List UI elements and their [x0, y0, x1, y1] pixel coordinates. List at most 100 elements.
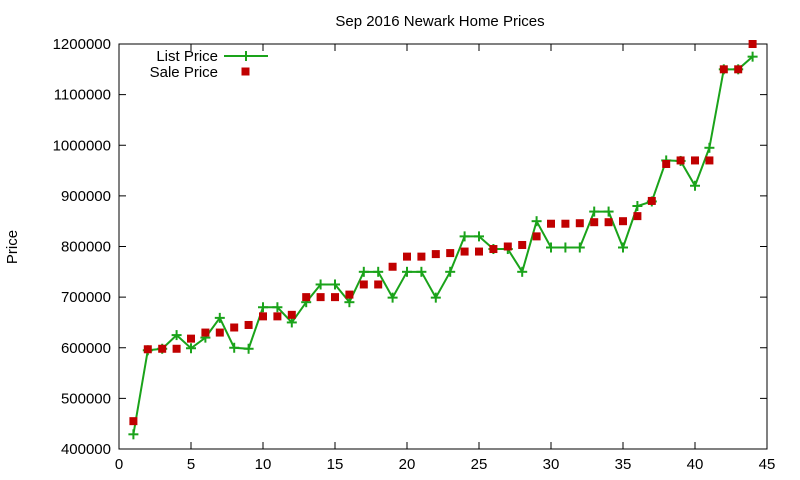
sale-price-point	[734, 65, 743, 74]
y-tick-label: 1200000	[53, 36, 111, 53]
list-price-point	[229, 342, 240, 353]
sale-price-point	[518, 240, 527, 249]
list-price-point	[560, 242, 571, 253]
x-tick-label: 0	[115, 456, 123, 473]
sale-price-point	[662, 159, 671, 168]
y-tick-label: 800000	[61, 239, 111, 256]
sale-price-point	[475, 247, 483, 256]
list-price-point	[258, 302, 268, 313]
sale-price-point	[547, 219, 555, 228]
list-price-point	[186, 343, 196, 354]
list-price-point	[430, 292, 441, 303]
sale-price-point	[359, 280, 368, 289]
y-tick-label: 600000	[61, 340, 111, 357]
y-tick-label: 900000	[61, 188, 111, 205]
x-tick-label: 20	[399, 456, 416, 473]
sale-price-point	[431, 250, 440, 259]
series-layer	[128, 40, 758, 440]
list-price-point	[445, 266, 456, 277]
x-tick-label: 40	[687, 456, 704, 473]
sale-price-point	[619, 217, 627, 226]
y-axis-label: Price	[4, 230, 21, 264]
list-price-point	[344, 297, 355, 308]
sale-price-point	[575, 219, 584, 228]
sale-price-point	[345, 290, 354, 299]
x-tick-label: 35	[615, 456, 632, 473]
chart-title: Sep 2016 Newark Home Prices	[335, 13, 544, 30]
list-price-point	[171, 330, 182, 341]
x-tick-label: 45	[759, 456, 776, 473]
x-tick-label: 25	[471, 456, 488, 473]
list-price-point	[747, 51, 758, 62]
legend-label-list-price: List Price	[156, 48, 218, 65]
y-tick-label: 1000000	[53, 137, 111, 154]
sale-price-point	[172, 344, 181, 353]
sale-price-point	[374, 280, 383, 289]
sale-price-point	[532, 232, 541, 241]
list-price-point	[128, 429, 139, 440]
list-price-point	[618, 242, 628, 253]
plot-frame	[118, 43, 768, 450]
legend-label-sale-price: Sale Price	[150, 64, 218, 81]
y-tick-label: 700000	[61, 289, 111, 306]
sale-price-point	[719, 65, 728, 74]
list-price-point	[214, 312, 225, 323]
list-price-point	[373, 266, 384, 277]
legend-marker-sale-price	[241, 67, 250, 76]
sale-price-point	[446, 249, 455, 258]
list-price-point	[459, 231, 470, 242]
sale-price-point	[331, 293, 339, 302]
sale-price-point	[388, 262, 397, 271]
sale-price-point	[633, 212, 642, 221]
sale-price-point	[676, 156, 685, 165]
list-price-point	[704, 142, 715, 153]
sale-price-point	[259, 312, 267, 321]
list-price-point	[474, 231, 484, 242]
list-price-point	[416, 266, 427, 277]
series-line-list-price	[132, 55, 754, 435]
sale-price-point	[187, 334, 195, 343]
list-price-point	[690, 180, 700, 191]
sale-price-point	[230, 323, 239, 332]
sale-price-point	[403, 252, 411, 261]
sale-price-point	[302, 293, 311, 302]
list-price-point	[402, 266, 412, 277]
list-price-point	[387, 292, 398, 303]
sale-price-point	[287, 310, 296, 319]
legend: List Price Sale Price	[150, 48, 268, 81]
list-price-point	[531, 216, 542, 227]
list-price-point	[330, 279, 340, 290]
list-price-point	[358, 266, 369, 277]
x-tick-label: 30	[543, 456, 560, 473]
sale-price-point	[158, 344, 167, 353]
list-price-point	[603, 206, 614, 217]
x-tick-label: 15	[327, 456, 344, 473]
sale-price-point	[748, 40, 757, 48]
sale-price-point	[590, 218, 599, 227]
list-price-point	[315, 279, 326, 290]
list-price-point	[574, 242, 585, 253]
list-price-point	[272, 302, 283, 313]
sale-price-point	[316, 293, 325, 302]
sale-price-point	[417, 252, 426, 261]
y-tick-label: 500000	[61, 390, 111, 407]
sale-price-point	[273, 312, 282, 321]
sale-price-point	[129, 417, 138, 426]
sale-price-point	[604, 218, 613, 227]
list-price-point	[517, 266, 528, 277]
list-price-point	[546, 242, 556, 253]
sale-price-point	[647, 196, 656, 205]
x-tick-label: 10	[255, 456, 272, 473]
sale-price-point	[460, 247, 469, 256]
sale-price-point	[561, 219, 570, 228]
list-price-point	[589, 206, 600, 217]
sale-price-point	[691, 156, 699, 165]
y-tick-label: 1100000	[54, 87, 111, 104]
x-tick-label: 5	[187, 456, 195, 473]
sale-price-point	[489, 245, 498, 254]
list-price-point	[243, 343, 254, 354]
legend-marker-list-price	[241, 51, 251, 61]
list-price-point	[286, 317, 297, 328]
y-tick-label: 400000	[61, 441, 111, 458]
